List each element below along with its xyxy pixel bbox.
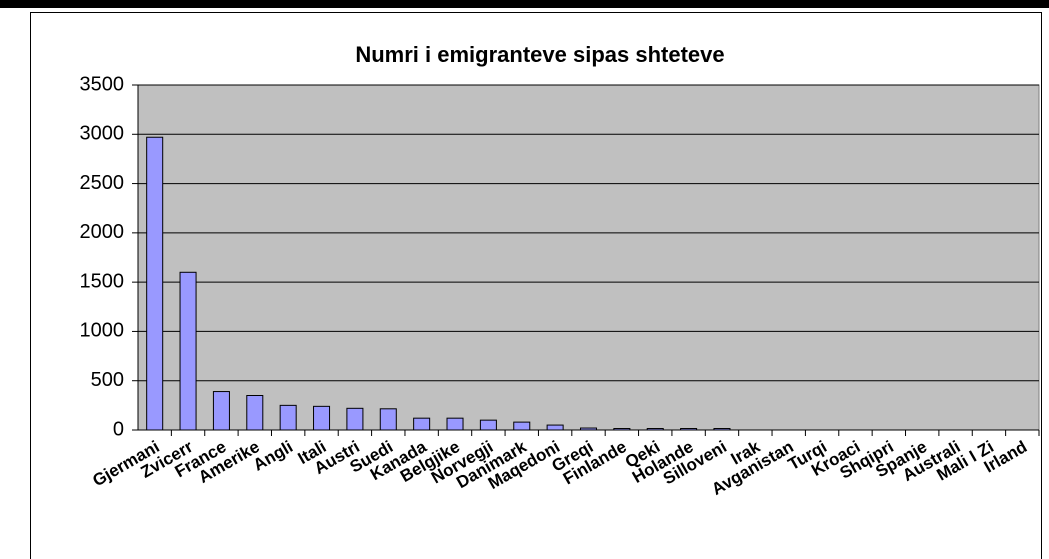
bar [146, 136, 164, 431]
chart-title: Numri i emigranteve sipas shteteve [355, 42, 724, 67]
bar [413, 417, 431, 431]
y-tick-label: 3500 [80, 73, 125, 95]
y-tick-label: 2500 [80, 172, 125, 194]
bar [479, 419, 497, 431]
top-border [0, 0, 1049, 8]
bar [379, 408, 397, 431]
y-tick-label: 1500 [80, 270, 125, 292]
bar [446, 417, 464, 431]
bar [179, 271, 197, 431]
y-tick-label: 3000 [80, 123, 125, 145]
bar [313, 405, 331, 431]
bar [346, 407, 364, 431]
bar [513, 421, 531, 431]
y-tick-label: 0 [113, 418, 124, 440]
bar [546, 424, 564, 431]
plot-area [137, 84, 1040, 431]
bar [212, 391, 230, 431]
y-tick-label: 500 [91, 369, 124, 391]
y-tick-label: 1000 [80, 320, 125, 342]
bar [246, 395, 264, 431]
bar [279, 404, 297, 431]
y-tick-label: 2000 [80, 221, 125, 243]
